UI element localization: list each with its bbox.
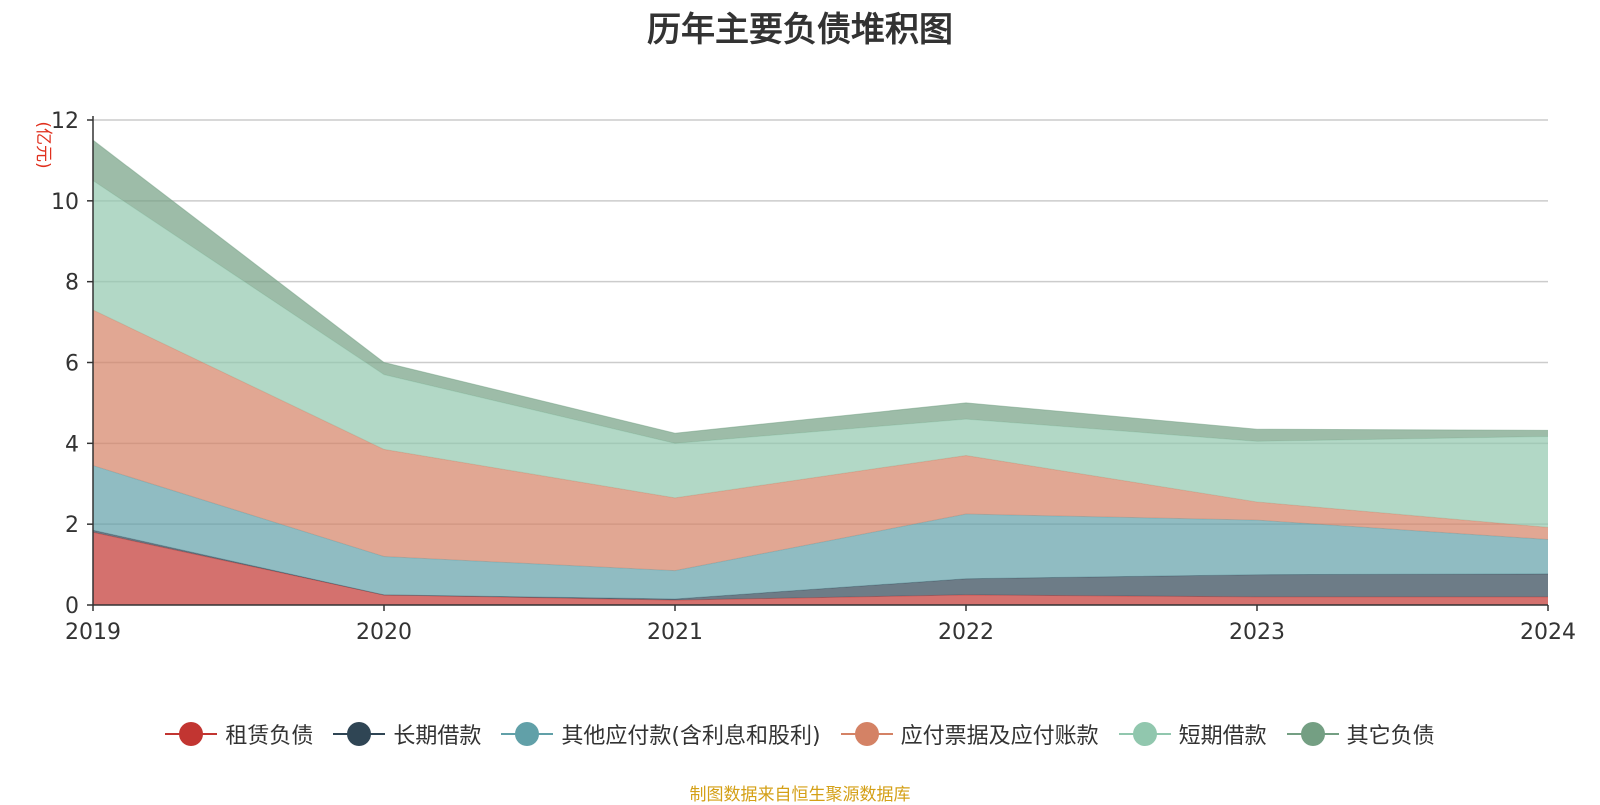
legend-item[interactable]: 长期借款 [333,718,481,750]
y-tick-label: 4 [65,432,79,457]
area-0 [93,532,1548,605]
x-tick-label: 2024 [1520,620,1576,645]
area-line-1 [92,529,1549,600]
legend-label: 应付票据及应付账款 [900,724,1099,749]
x-tick-label: 2019 [65,620,121,645]
y-tick-label: 0 [65,594,79,619]
axes: 0 2 4 6 8 10 12 2019 2020 2021 2022 2023 2024 [51,109,1576,645]
area-4 [93,180,1548,528]
legend-marker-icon [1286,721,1339,747]
y-tick-label: 12 [51,109,79,134]
chart-title: 历年主要负债堆积图 [647,10,953,50]
x-tick-label: 2023 [1229,620,1285,645]
area-line-5 [92,139,1549,434]
y-tick-label: 10 [51,190,79,215]
legend: 租赁负债 长期借款 其他应付款(含利息和股利) 应付票据及应付账款 短期借款 其它负债 [0,718,1600,750]
area-series [92,139,1549,605]
legend-label: 短期借款 [1178,724,1267,749]
y-axis-unit-label: (亿元) [33,121,53,168]
legend-item[interactable]: 租赁负债 [165,718,313,750]
legend-marker-icon [840,721,893,747]
legend-label: 其它负债 [1346,724,1435,749]
legend-item[interactable]: 应付票据及应付账款 [840,718,1099,750]
legend-marker-icon [165,721,218,747]
area-2 [93,465,1548,599]
y-tick-label: 2 [65,513,79,538]
legend-marker-icon [333,721,386,747]
legend-label: 租赁负债 [225,724,314,749]
area-1 [93,530,1548,601]
x-tick-label: 2021 [647,620,703,645]
legend-label: 其他应付款(含利息和股利) [561,724,821,749]
y-tick-label: 8 [65,271,79,296]
x-tick-label: 2020 [356,620,412,645]
x-tick-label: 2022 [938,620,994,645]
y-tick-label: 6 [65,352,79,377]
legend-label: 长期借款 [393,724,482,749]
legend-item[interactable]: 其他应付款(含利息和股利) [501,718,821,750]
legend-item[interactable]: 其它负债 [1286,718,1435,750]
area-3 [93,309,1548,571]
source-note: 制图数据来自恒生聚源数据库 [689,785,911,805]
legend-marker-icon [1118,721,1171,747]
legend-item[interactable]: 短期借款 [1118,718,1267,750]
legend-marker-icon [501,721,554,747]
